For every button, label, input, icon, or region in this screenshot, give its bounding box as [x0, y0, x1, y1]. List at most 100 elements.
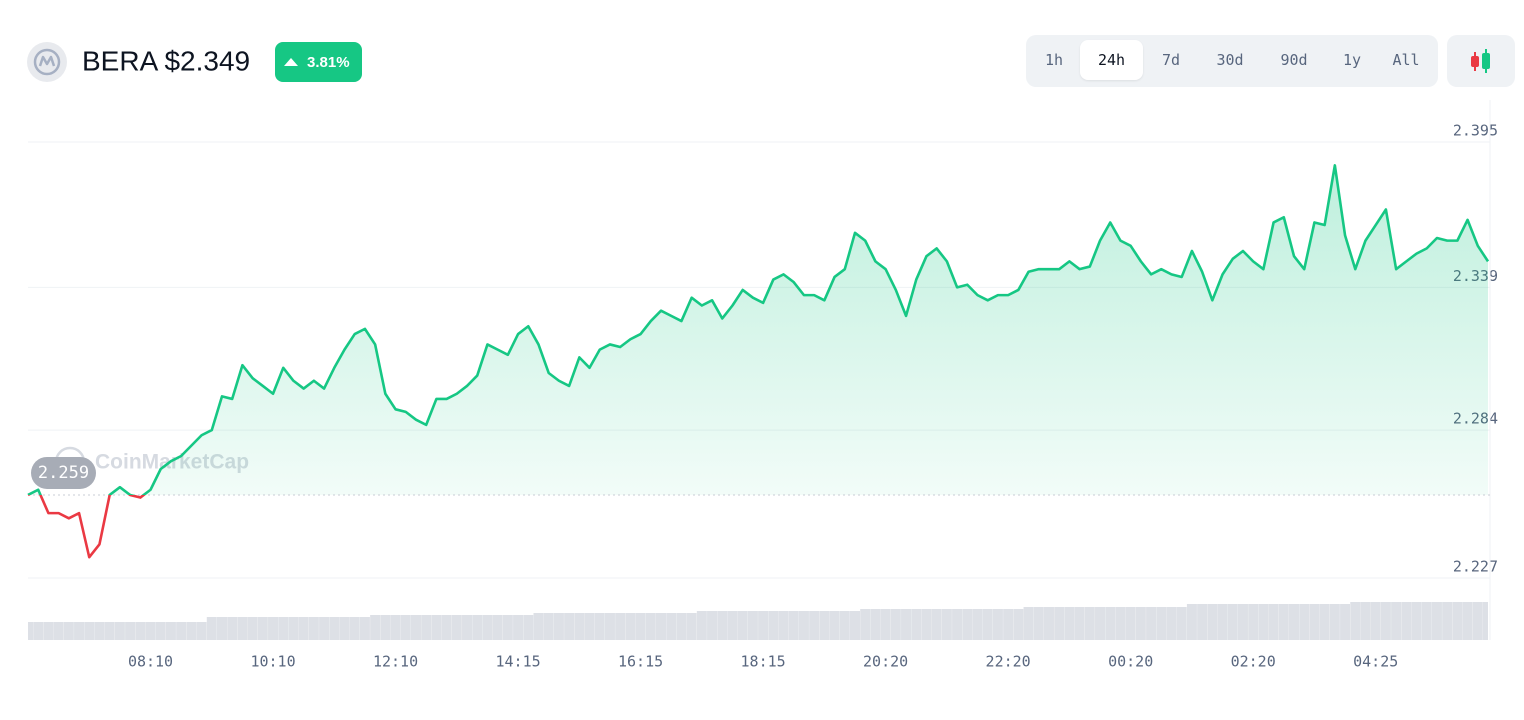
volume-bar	[1207, 604, 1218, 640]
volume-bar	[421, 615, 432, 640]
chart-style-button[interactable]	[1447, 35, 1515, 87]
volume-bar	[268, 617, 279, 640]
volume-bar	[462, 615, 473, 640]
range-button[interactable]: 30d	[1216, 51, 1244, 69]
volume-bar	[931, 609, 942, 640]
volume-bar	[1146, 607, 1157, 640]
volume-bar	[1095, 607, 1106, 640]
volume-bar	[615, 613, 626, 640]
volume-bar	[798, 611, 809, 640]
volume-bar	[28, 622, 33, 640]
volume-bar	[992, 609, 1003, 640]
volume-bar	[1023, 607, 1034, 640]
x-tick-label: 16:15	[618, 653, 663, 671]
volume-bar	[1289, 604, 1300, 640]
volume-bar	[176, 622, 187, 640]
volume-bar	[747, 611, 758, 640]
volume-bar	[74, 622, 85, 640]
volume-bar	[410, 615, 421, 640]
y-tick-label: 2.395	[1453, 122, 1498, 140]
volume-bar	[962, 609, 973, 640]
volume-bar	[880, 609, 891, 640]
x-tick-label: 14:15	[495, 653, 540, 671]
volume-bar	[717, 611, 728, 640]
volume-bar	[1350, 602, 1361, 640]
volume-bar	[1431, 602, 1442, 640]
volume-bar	[43, 622, 54, 640]
reference-label: 2.259	[38, 463, 89, 483]
volume-bar	[1401, 602, 1412, 640]
volume-bar	[1217, 604, 1228, 640]
volume-bar	[819, 611, 830, 640]
volume-bar	[1197, 604, 1208, 640]
volume-bar	[104, 622, 115, 640]
volume-bar	[1258, 604, 1269, 640]
volume-bar	[768, 611, 779, 640]
volume-bar	[594, 613, 605, 640]
volume-bar	[860, 609, 871, 640]
volume-bar	[94, 622, 105, 640]
volume-bar	[308, 617, 319, 640]
volume-bar	[400, 615, 411, 640]
volume-bar	[829, 611, 840, 640]
volume-bar	[492, 615, 503, 640]
range-button[interactable]: All	[1392, 51, 1420, 69]
volume-bar	[1227, 604, 1238, 640]
volume-bar	[155, 622, 166, 640]
volume-bar	[441, 615, 452, 640]
volume-bar	[206, 617, 217, 640]
volume-bar	[553, 613, 564, 640]
volume-bar	[809, 611, 820, 640]
range-button[interactable]: 7d	[1161, 51, 1181, 69]
volume-bar	[676, 613, 687, 640]
x-tick-label: 04:25	[1353, 653, 1398, 671]
x-tick-label: 02:20	[1231, 653, 1276, 671]
volume-bar	[1452, 602, 1463, 640]
volume-bar	[727, 611, 738, 640]
volume-bar	[982, 609, 993, 640]
range-button[interactable]: 90d	[1280, 51, 1308, 69]
x-tick-label: 22:20	[986, 653, 1031, 671]
range-button[interactable]: 1h	[1044, 51, 1064, 69]
volume-bar	[758, 611, 769, 640]
volume-bar	[63, 622, 74, 640]
volume-bar	[1421, 602, 1432, 640]
range-button[interactable]: 24h	[1080, 40, 1143, 80]
volume-bar	[145, 622, 156, 640]
volume-bar	[114, 622, 125, 640]
volume-bar	[359, 617, 370, 640]
change-badge	[275, 42, 362, 82]
volume-bar	[1186, 604, 1197, 640]
volume-bar	[1268, 604, 1279, 640]
volume-bar	[1115, 607, 1126, 640]
volume-bar	[921, 609, 932, 640]
volume-bar	[635, 613, 646, 640]
volume-bar	[370, 615, 381, 640]
candle-icon	[1471, 56, 1479, 67]
volume-bar	[1370, 602, 1381, 640]
volume-bar	[186, 622, 197, 640]
logo-glyph	[38, 55, 56, 67]
volume-bar	[472, 615, 483, 640]
volume-bar	[839, 611, 850, 640]
reference-pill	[31, 456, 96, 489]
volume-bar	[482, 615, 493, 640]
volume-bar	[451, 615, 462, 640]
change: 3.81%	[307, 54, 350, 71]
volume-bar	[319, 617, 330, 640]
volume-bar	[390, 615, 401, 640]
volume-bar	[298, 617, 309, 640]
volume-bar	[278, 617, 289, 640]
volume-bar	[1248, 604, 1259, 640]
volume-bar	[339, 617, 350, 640]
volume-bar	[1074, 607, 1085, 640]
volume-bar	[84, 622, 95, 640]
volume-bar	[1176, 607, 1187, 640]
volume-bar	[901, 609, 912, 640]
range-button[interactable]: 1y	[1342, 51, 1362, 69]
volume-bar	[941, 609, 952, 640]
volume-bar	[707, 611, 718, 640]
volume-bar	[165, 622, 176, 640]
volume-bar	[1309, 604, 1320, 640]
volume-bar	[1483, 602, 1488, 640]
